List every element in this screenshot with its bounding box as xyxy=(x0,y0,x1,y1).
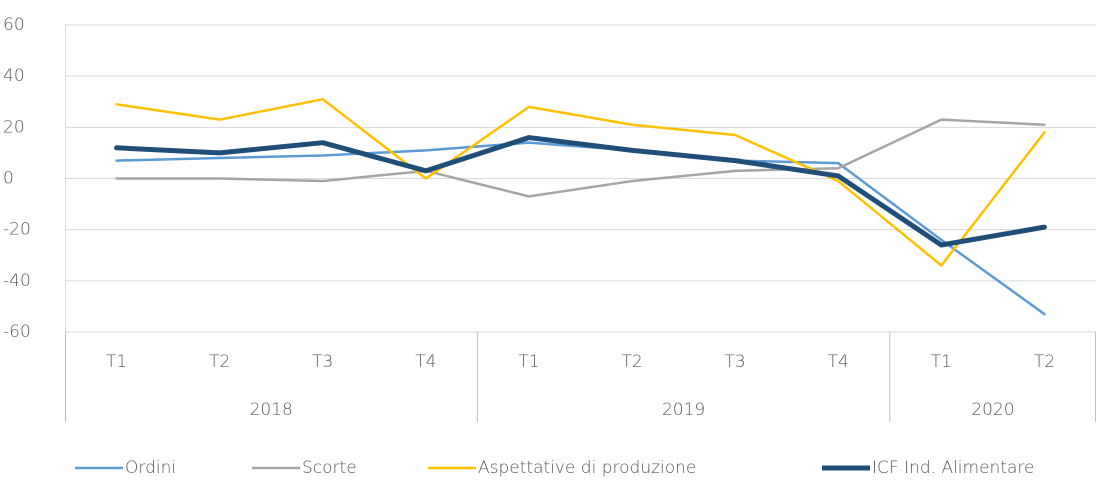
series-line xyxy=(115,118,1046,198)
y-tick-label: -60 xyxy=(3,322,31,342)
x-tick-label: T4 xyxy=(415,352,436,372)
x-tick-label: T3 xyxy=(312,352,333,372)
series-line xyxy=(115,141,1046,316)
group-label: 2019 xyxy=(662,400,705,420)
legend-label: Ordini xyxy=(125,458,176,478)
x-tick-label: T1 xyxy=(106,352,127,372)
y-tick-label: 40 xyxy=(3,66,25,86)
x-tick-label: T2 xyxy=(621,352,642,372)
y-tick-label: 60 xyxy=(3,15,25,35)
group-label: 2020 xyxy=(971,400,1014,420)
legend-label: Aspettative di produzione xyxy=(478,458,696,478)
y-tick-label: 20 xyxy=(3,117,25,137)
x-tick-label: T1 xyxy=(518,352,539,372)
y-tick-label: 0 xyxy=(3,169,14,189)
x-tick-label: T4 xyxy=(828,352,849,372)
x-tick-label: T3 xyxy=(725,352,746,372)
y-tick-label: -40 xyxy=(3,271,31,291)
legend-label: Scorte xyxy=(302,458,357,478)
y-tick-label: -20 xyxy=(3,220,31,240)
legend-label: ICF Ind. Alimentare xyxy=(872,458,1034,478)
x-tick-label: T2 xyxy=(1034,352,1055,372)
series-line xyxy=(115,97,1046,267)
group-label: 2018 xyxy=(250,400,293,420)
x-tick-label: T2 xyxy=(209,352,230,372)
x-tick-label: T1 xyxy=(931,352,952,372)
series-line xyxy=(114,135,1047,248)
